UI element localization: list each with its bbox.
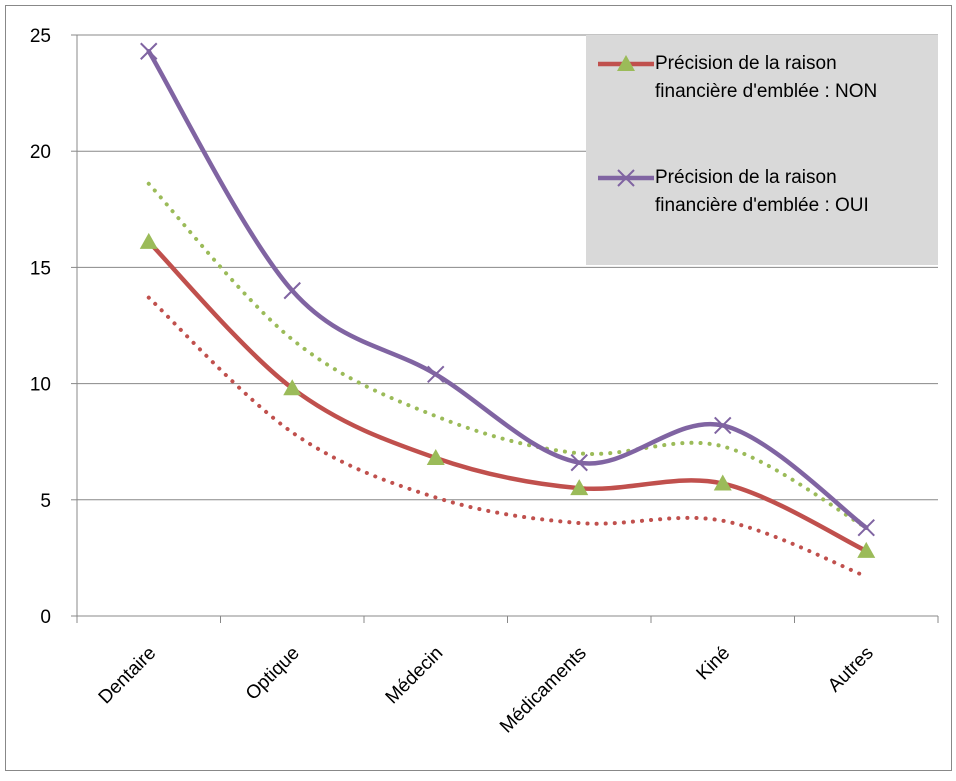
- y-tick-label: 25: [30, 26, 51, 47]
- marker: [139, 232, 158, 249]
- dotted-line: [146, 295, 869, 579]
- marker: [713, 474, 732, 491]
- y-tick-label: 20: [30, 142, 51, 163]
- marker: [283, 281, 301, 300]
- dotted-line: [146, 181, 869, 530]
- y-tick-label: 15: [30, 258, 51, 279]
- y-tick-label: 5: [40, 491, 51, 512]
- marker: [570, 479, 589, 496]
- legend-label: Précision de la raison financière d'embl…: [655, 53, 878, 102]
- marker: [427, 365, 445, 384]
- marker: [570, 453, 588, 472]
- legend-marker: [617, 55, 635, 71]
- legend-entry: Précision de la raison financière d'embl…: [655, 53, 878, 102]
- y-tick-label: 0: [40, 607, 51, 628]
- marker: [857, 518, 875, 537]
- line: [146, 49, 869, 530]
- y-tick-label: 10: [30, 375, 51, 396]
- line: [146, 239, 869, 554]
- legend-box: [586, 35, 938, 265]
- marker: [140, 42, 158, 60]
- marker: [714, 416, 732, 435]
- marker: [426, 448, 445, 465]
- marker: [283, 379, 302, 396]
- legend-marker: [617, 169, 635, 187]
- legend-label: Précision de la raison financière d'embl…: [655, 167, 869, 216]
- marker: [857, 541, 876, 558]
- legend-entry: Précision de la raison financière d'embl…: [655, 167, 869, 216]
